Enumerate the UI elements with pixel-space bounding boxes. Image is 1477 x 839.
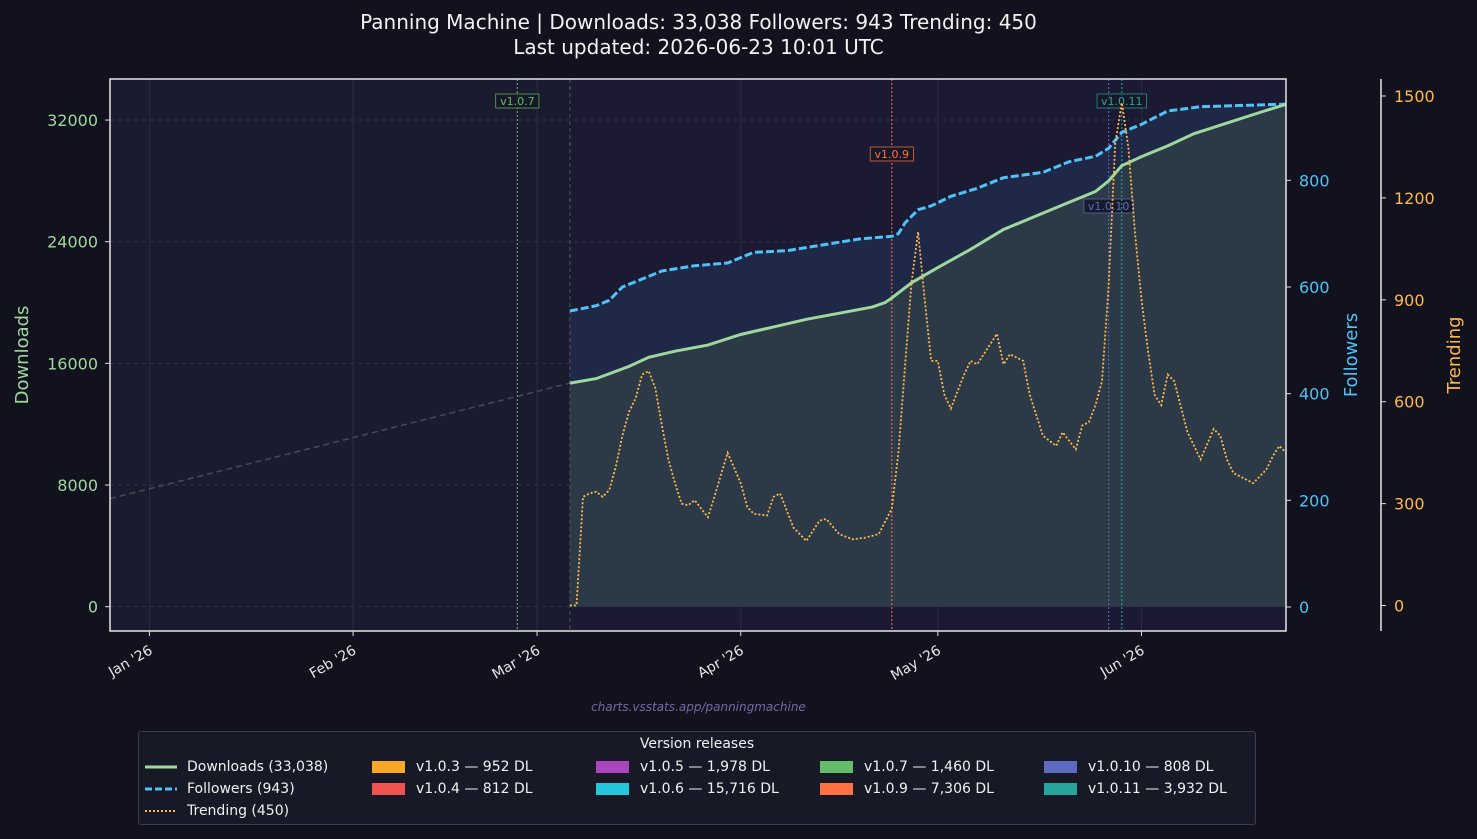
legend-line-downloads <box>145 765 177 769</box>
legend-line-followers <box>145 787 177 791</box>
release-label-box <box>1083 198 1134 214</box>
followers-tick-label: 200 <box>1299 491 1330 510</box>
release-label: v1.0.11 <box>1101 95 1143 108</box>
x-tick-label: May '26 <box>888 643 944 684</box>
legend-swatch-v1.0.4 <box>372 783 405 795</box>
legend-entry-v1.0.11: v1.0.11 — 3,932 DL <box>1088 781 1227 797</box>
trending-tick-label: 0 <box>1394 597 1404 616</box>
legend-entry-trending: Trending (450) <box>187 803 290 819</box>
legend-entry-v1.0.10: v1.0.10 — 808 DL <box>1088 759 1214 775</box>
legend-entry-v1.0.6: v1.0.6 — 15,716 DL <box>640 781 779 797</box>
release-label-box <box>869 146 914 162</box>
trending-tick-label: 1200 <box>1394 189 1435 208</box>
legend-swatch-v1.0.11 <box>1044 783 1077 795</box>
x-tick-label: Feb '26 <box>307 643 359 682</box>
followers-line <box>569 102 1287 313</box>
release-label: v1.0.10 <box>1088 200 1130 213</box>
legend-entry-downloads: Downloads (33,038) <box>187 759 329 775</box>
downloads-axis-label: Downloads <box>12 306 33 405</box>
legend-entry-followers: Followers (943) <box>187 781 295 797</box>
followers-axis-label: Followers <box>1341 313 1362 397</box>
downloads-tick-label: 16000 <box>47 354 98 373</box>
legend-entry-v1.0.5: v1.0.5 — 1,978 DL <box>640 759 770 775</box>
x-tick-label: Jun '26 <box>1097 643 1148 681</box>
legend-entry-v1.0.4: v1.0.4 — 812 DL <box>416 781 533 797</box>
followers-tick-label: 0 <box>1299 598 1309 617</box>
legend-swatch-v1.0.3 <box>372 761 405 773</box>
legend-entry-v1.0.3: v1.0.3 — 952 DL <box>416 759 533 775</box>
legend-swatch-v1.0.7 <box>820 761 853 773</box>
x-tick-label: Apr '26 <box>695 643 747 682</box>
legend-swatch-v1.0.5 <box>596 761 629 773</box>
trending-tick-label: 1500 <box>1394 87 1435 106</box>
chart-title: Panning Machine | Downloads: 33,038 Foll… <box>360 10 1037 34</box>
legend-swatch-v1.0.9 <box>820 783 853 795</box>
legend-swatch-v1.0.10 <box>1044 761 1077 773</box>
trending-tick-label: 300 <box>1394 495 1425 514</box>
legend-swatch-v1.0.6 <box>596 783 629 795</box>
trending-tick-label: 900 <box>1394 291 1425 310</box>
source-watermark: charts.vsstats.app/panningmachine <box>591 700 806 714</box>
release-label: v1.0.9 <box>875 148 910 161</box>
downloads-projection-line <box>109 382 571 500</box>
legend-line-trending <box>145 810 177 812</box>
followers-tick-label: 400 <box>1299 385 1330 404</box>
release-label: v1.0.7 <box>500 95 535 108</box>
trending-axis-label: Trending <box>1444 316 1465 394</box>
legend-entry-v1.0.9: v1.0.9 — 7,306 DL <box>864 781 994 797</box>
x-tick-label: Jan '26 <box>105 643 155 681</box>
followers-tick-label: 600 <box>1299 278 1330 297</box>
plot-frame <box>109 78 1287 632</box>
downloads-tick-label: 0 <box>88 598 98 617</box>
chart-subtitle: Last updated: 2026-06-23 10:01 UTC <box>513 35 884 59</box>
release-label-box <box>495 93 540 109</box>
legend-title: Version releases <box>639 736 755 752</box>
trending-tick-label: 600 <box>1394 393 1425 412</box>
followers-area <box>569 104 1286 384</box>
downloads-tick-label: 24000 <box>47 233 98 252</box>
legend-entry-v1.0.7: v1.0.7 — 1,460 DL <box>864 759 994 775</box>
pre-tracking-span <box>110 79 570 631</box>
trending-line <box>569 102 1287 607</box>
x-tick-label: Mar '26 <box>490 643 544 683</box>
legend: Version releases Downloads (33,038) Follo… <box>138 731 1256 825</box>
downloads-tick-label: 32000 <box>47 111 98 130</box>
followers-tick-label: 800 <box>1299 171 1330 190</box>
chart-canvas: v1.0.7v1.0.9v1.0.10v1.0.1108000160002400… <box>12 78 1465 684</box>
downloads-line <box>569 102 1287 385</box>
downloads-area <box>569 104 1286 607</box>
downloads-tick-label: 8000 <box>57 476 98 495</box>
